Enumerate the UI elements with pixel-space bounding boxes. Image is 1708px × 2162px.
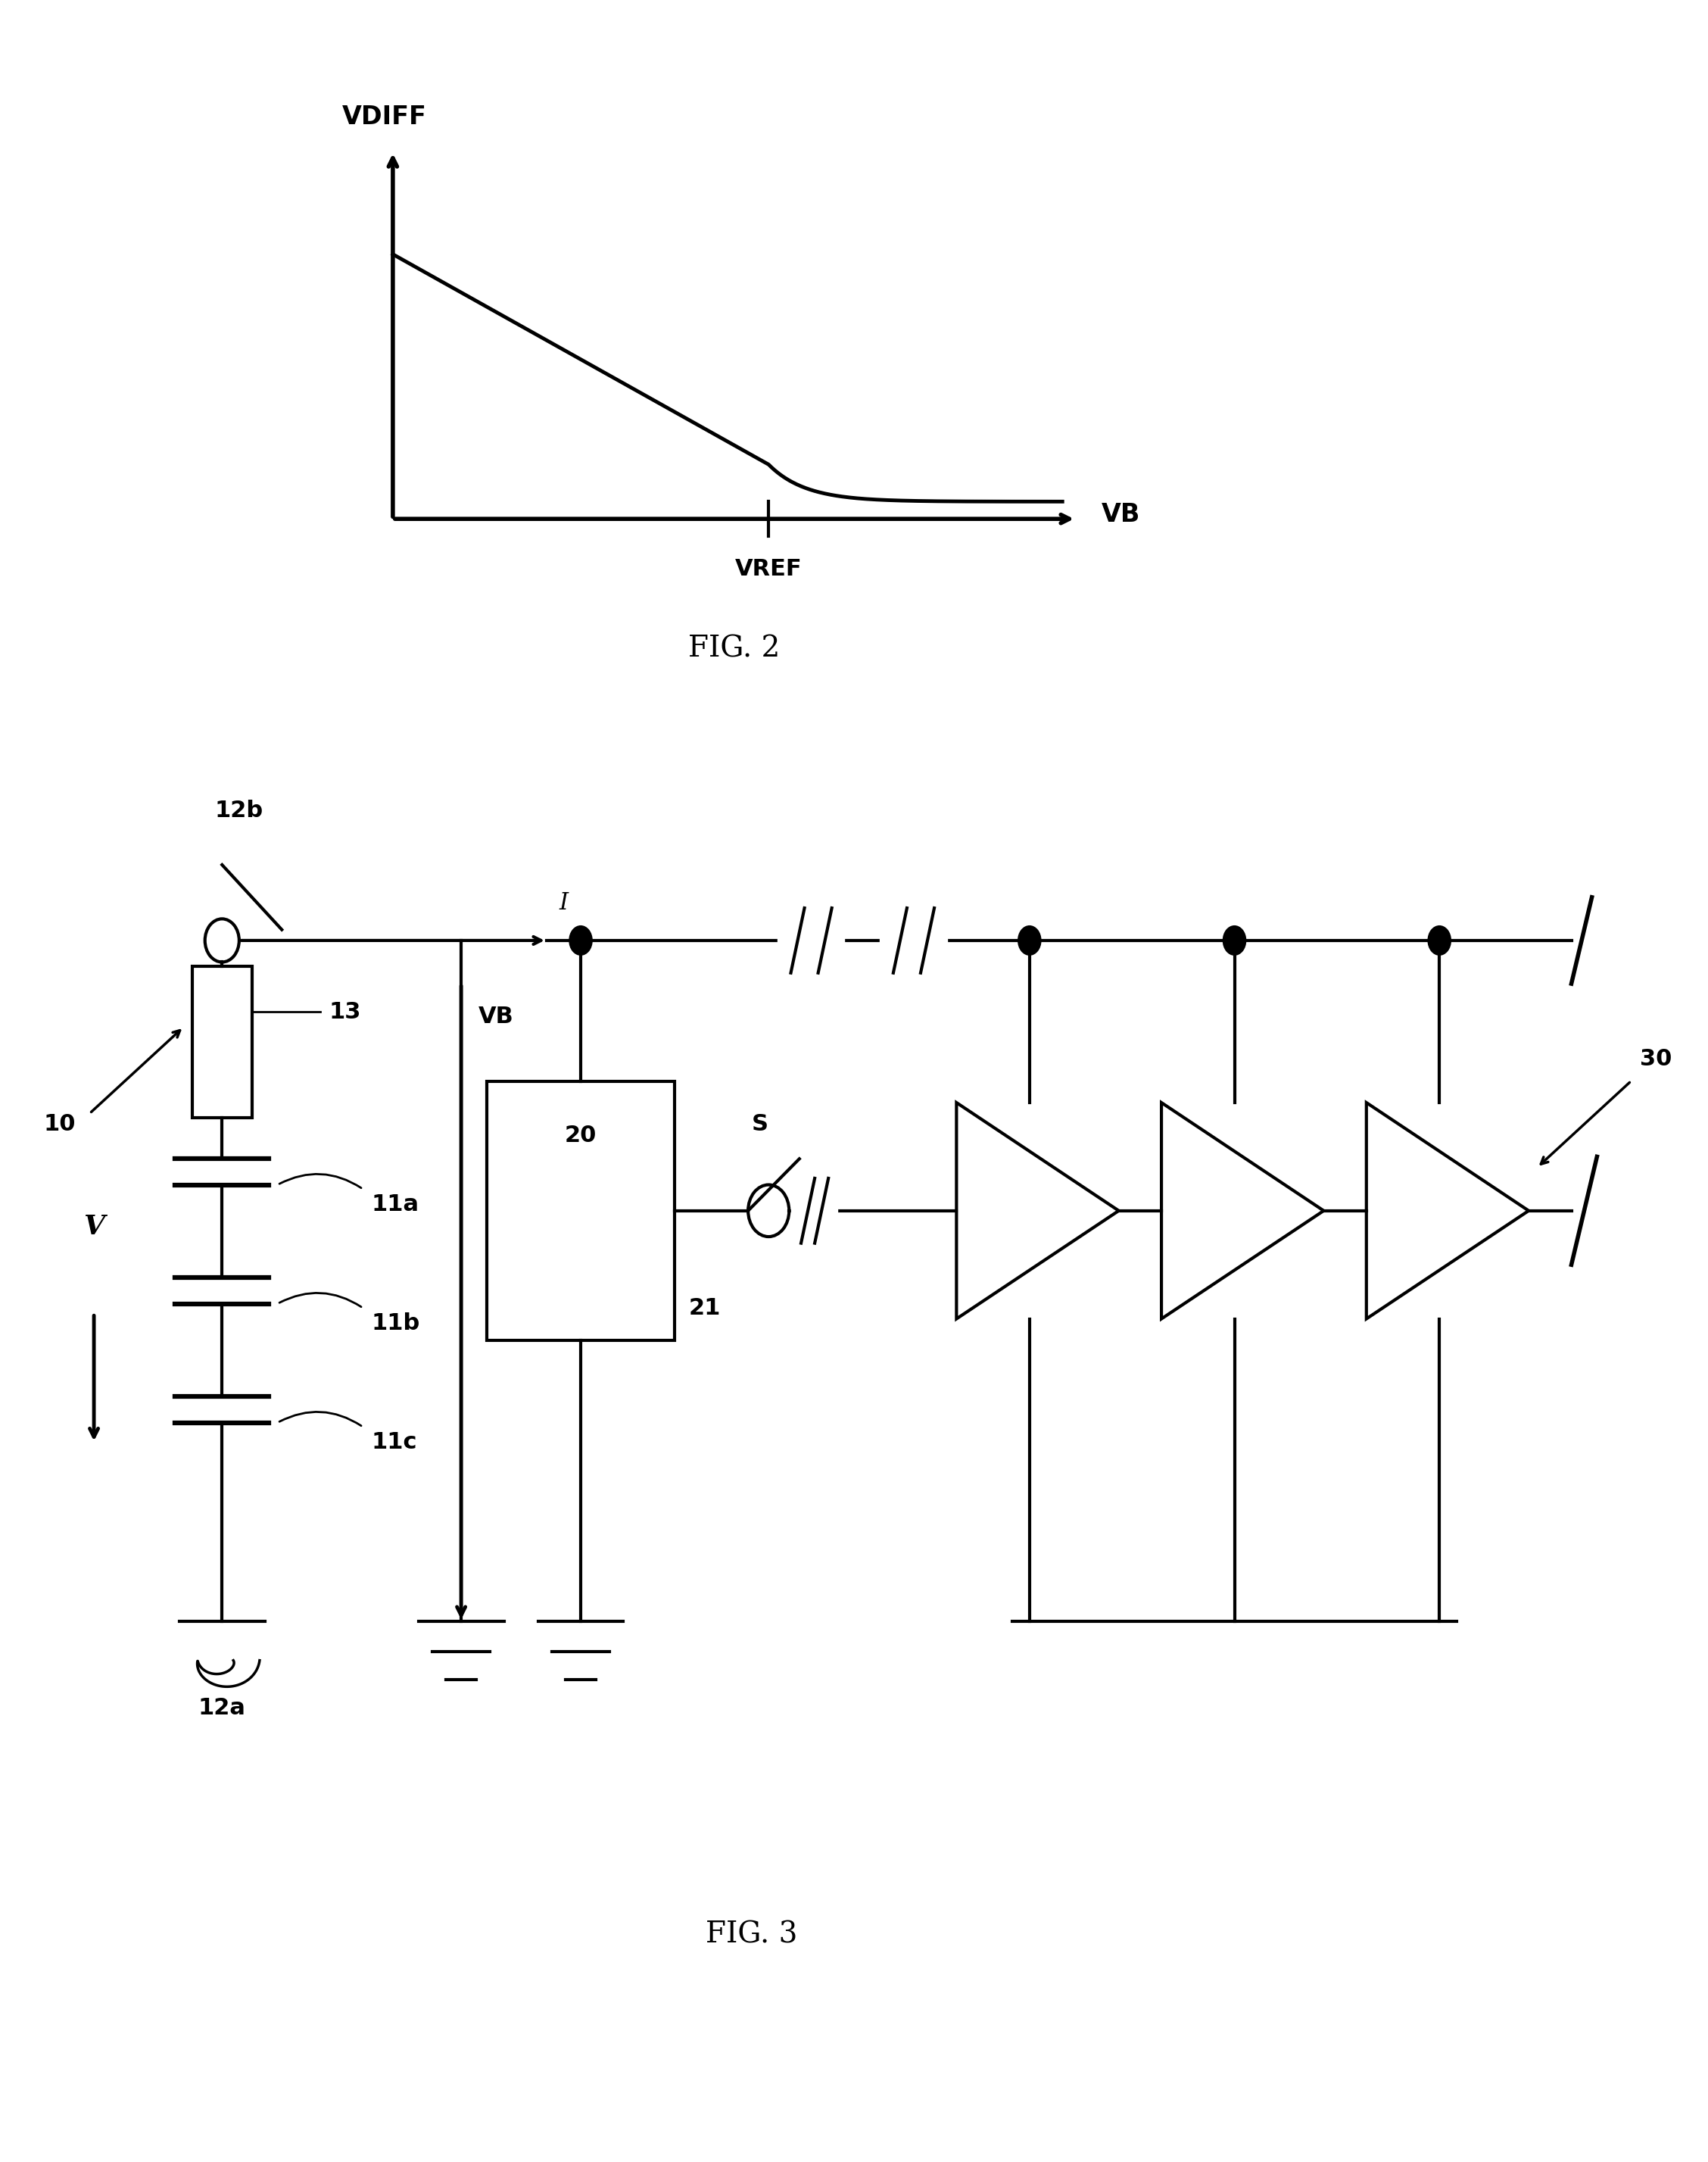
Text: 30: 30 <box>1640 1049 1672 1070</box>
Text: FIG. 2: FIG. 2 <box>688 636 781 662</box>
Circle shape <box>1428 925 1452 956</box>
Bar <box>487 1081 675 1340</box>
Text: VDIFF: VDIFF <box>342 104 427 130</box>
Text: 13: 13 <box>328 1001 360 1023</box>
Text: 12a: 12a <box>198 1697 246 1719</box>
Text: 20: 20 <box>565 1124 596 1146</box>
Text: VB: VB <box>478 1005 514 1027</box>
Text: VB: VB <box>1102 502 1141 528</box>
Text: 11a: 11a <box>372 1193 418 1215</box>
Circle shape <box>569 925 593 956</box>
Text: FIG. 3: FIG. 3 <box>705 1922 798 1948</box>
Text: 11c: 11c <box>372 1431 417 1453</box>
Text: VREF: VREF <box>734 558 803 579</box>
Text: S: S <box>752 1113 769 1135</box>
Text: 11b: 11b <box>372 1312 420 1334</box>
Circle shape <box>1223 925 1247 956</box>
Bar <box>191 966 253 1118</box>
Text: V: V <box>84 1215 104 1239</box>
Text: 10: 10 <box>44 1113 75 1135</box>
Text: I: I <box>559 891 569 915</box>
Text: 21: 21 <box>688 1297 721 1319</box>
Circle shape <box>1018 925 1042 956</box>
Text: 12b: 12b <box>215 800 263 822</box>
